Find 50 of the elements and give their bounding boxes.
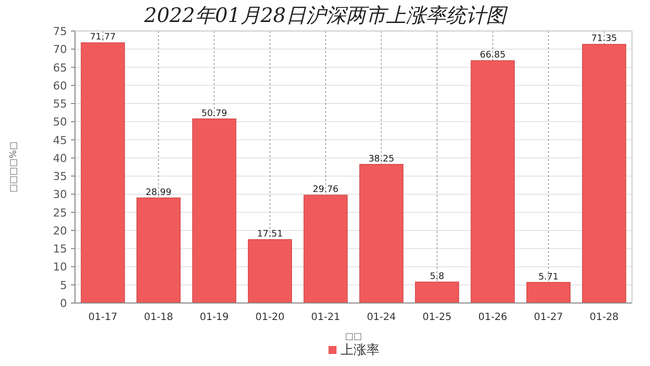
y-tick-label: 65 <box>53 61 67 74</box>
bar <box>359 164 404 304</box>
x-tick-label: 01-21 <box>311 312 340 323</box>
y-tick-label: 0 <box>60 297 67 310</box>
data-label: 50.79 <box>201 108 228 119</box>
data-label: 66.85 <box>480 50 506 61</box>
bar <box>248 239 292 304</box>
y-tick-label: 75 <box>53 25 67 38</box>
x-tick-label: 01-18 <box>144 312 174 323</box>
y-tick-label: 20 <box>53 224 67 238</box>
y-axis-title: □□□□%□ <box>9 141 19 193</box>
y-tick-label: 50 <box>53 116 67 129</box>
y-tick-label: 35 <box>53 170 67 184</box>
y-tick-label: 5 <box>60 278 67 292</box>
x-axis-title: □□ <box>344 332 362 342</box>
data-label: 71.35 <box>591 34 618 44</box>
bar <box>470 60 515 304</box>
bar <box>415 282 460 304</box>
x-tick-label: 01-17 <box>88 312 118 323</box>
x-tick-label: 01-20 <box>255 312 284 323</box>
x-tick-label: 01-28 <box>590 312 619 323</box>
x-tick-label: 01-25 <box>422 312 452 323</box>
data-label: 28.99 <box>146 188 172 198</box>
y-tick-label: 70 <box>53 43 67 56</box>
bar <box>80 42 125 304</box>
y-tick-label: 10 <box>53 260 67 274</box>
bar <box>136 198 181 304</box>
x-tick-label: 01-19 <box>200 312 229 323</box>
y-tick-label: 40 <box>53 152 67 165</box>
x-tick-label: 01-27 <box>534 312 563 323</box>
data-label: 71.77 <box>90 32 116 43</box>
bar <box>304 194 348 304</box>
y-tick-label: 45 <box>53 134 67 147</box>
data-label: 29.76 <box>312 185 339 196</box>
y-tick-label: 60 <box>53 79 67 92</box>
y-tick-label: 25 <box>53 206 67 220</box>
bar <box>192 118 236 304</box>
x-tick-label: 01-26 <box>478 312 508 323</box>
data-label: 38.25 <box>368 154 394 164</box>
data-label: 5.71 <box>538 272 558 282</box>
legend-label: 上涨率 <box>340 342 380 358</box>
data-label: 5.8 <box>430 272 444 282</box>
bar <box>582 44 626 304</box>
data-label: 17.51 <box>257 229 283 240</box>
y-tick-label: 30 <box>53 188 67 202</box>
chart-title: 2022年01月28日沪深两市上涨率统计图 <box>143 3 508 27</box>
y-tick-label: 15 <box>53 242 67 256</box>
x-tick-label: 01-24 <box>366 312 396 323</box>
y-tick-label: 55 <box>53 98 67 111</box>
bar <box>526 282 570 304</box>
